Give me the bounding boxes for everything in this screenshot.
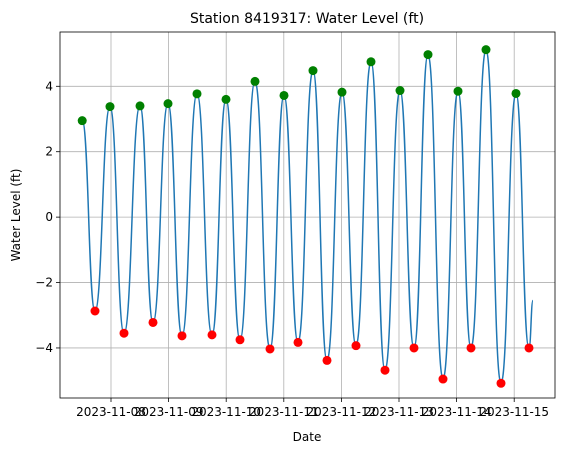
point [90, 306, 100, 316]
point [148, 317, 158, 327]
x-axis-label: Date [293, 430, 322, 444]
x-tick-label: 2023-11-13 [364, 405, 434, 419]
point [481, 45, 491, 55]
x-tick-label: 2023-11-11 [249, 405, 319, 419]
point [77, 116, 87, 126]
point [192, 89, 202, 99]
point [322, 355, 332, 365]
y-tick-label: 2 [45, 145, 53, 159]
point [177, 331, 187, 341]
water-level-line [81, 48, 534, 385]
point [466, 343, 476, 353]
point [351, 341, 361, 351]
point [279, 90, 289, 100]
point [250, 76, 260, 86]
point [221, 94, 231, 104]
y-tick-label: −2 [35, 276, 53, 290]
y-tick-label: 4 [45, 79, 53, 93]
point [511, 88, 521, 98]
y-axis-label: Water Level (ft) [9, 169, 23, 262]
point [395, 86, 405, 96]
x-tick-label: 2023-11-09 [134, 405, 204, 419]
point [265, 344, 275, 354]
chart-title: Station 8419317: Water Level (ft) [190, 11, 424, 27]
x-tick-label: 2023-11-10 [191, 405, 261, 419]
x-tick-label: 2023-11-12 [307, 405, 377, 419]
y-tick-label: 0 [45, 210, 53, 224]
point [380, 365, 390, 375]
point [308, 66, 318, 76]
point [409, 343, 419, 353]
point [235, 335, 245, 345]
point [105, 102, 115, 112]
point [423, 50, 433, 60]
plot-frame [59, 31, 556, 399]
point [496, 378, 506, 388]
x-tick-label: 2023-11-08 [76, 405, 146, 419]
point [163, 99, 173, 109]
point [337, 87, 347, 97]
point [119, 328, 129, 338]
point [438, 374, 448, 384]
point [524, 343, 534, 353]
point [453, 86, 463, 96]
x-tick-label: 2023-11-14 [422, 405, 492, 419]
point [207, 330, 217, 340]
x-tick-label: 2023-11-15 [479, 405, 549, 419]
point [366, 57, 376, 67]
point [135, 101, 145, 111]
y-tick-label: −4 [35, 341, 53, 355]
point [293, 337, 303, 347]
